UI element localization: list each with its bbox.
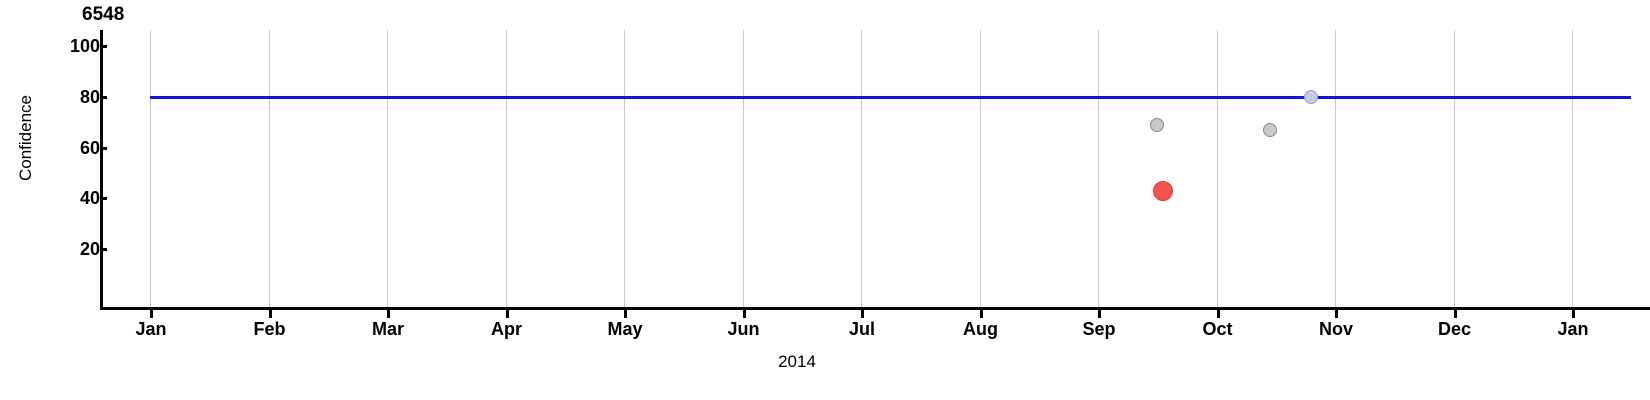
data-point[interactable]: [1262, 122, 1277, 137]
y-axis-line: [100, 30, 103, 310]
gridline: [387, 30, 388, 308]
gridline: [505, 30, 507, 308]
y-tick-mark: [100, 95, 107, 99]
x-tick-mark: [1335, 310, 1338, 318]
chart-title: 6548: [82, 4, 125, 25]
x-tick-label: Dec: [1437, 319, 1472, 339]
data-point[interactable]: [1150, 117, 1165, 132]
x-axis-title: 2014: [0, 352, 1650, 372]
y-tick-mark: [100, 248, 107, 252]
gridline: [150, 30, 151, 308]
x-tick-mark: [1098, 310, 1101, 318]
y-tick-label: 80: [79, 86, 100, 107]
x-tick-label: Jun: [727, 319, 760, 339]
gridline: [1453, 30, 1455, 308]
y-tick-label: 20: [79, 239, 100, 260]
plot-area: [103, 30, 1650, 308]
gridline: [979, 30, 981, 308]
x-axis-title-label: 2014: [778, 352, 816, 371]
x-tick-mark: [624, 310, 627, 318]
x-tick-mark: [979, 310, 983, 318]
x-tick-mark: [268, 310, 272, 318]
x-tick-label: Oct: [1202, 319, 1233, 339]
gridline: [861, 30, 862, 308]
y-tick-label: 60: [79, 137, 100, 158]
x-tick-label: Aug: [963, 319, 998, 339]
x-tick-label: Apr: [491, 319, 522, 339]
x-tick-mark: [861, 310, 864, 318]
x-tick-label: Nov: [1318, 319, 1353, 339]
threshold-line: [150, 95, 1632, 99]
y-tick-label: 100: [69, 36, 100, 56]
gridline: [1216, 30, 1218, 308]
x-tick-mark: [505, 310, 509, 318]
gridline: [1335, 30, 1336, 308]
x-tick-label: Jan: [135, 319, 167, 339]
x-tick-label: May: [607, 319, 643, 339]
x-tick-label: Mar: [371, 319, 404, 339]
x-tick-mark: [387, 310, 390, 318]
x-tick-mark: [150, 310, 153, 318]
x-tick-mark: [742, 310, 746, 318]
x-tick-label: Jan: [1557, 319, 1589, 339]
gridline: [268, 30, 270, 308]
gridline: [742, 30, 744, 308]
x-tick-label: Jul: [848, 319, 875, 339]
x-tick-label: Feb: [253, 319, 286, 339]
gridline: [624, 30, 625, 308]
data-point[interactable]: [1153, 180, 1174, 201]
x-tick-mark: [1572, 310, 1575, 318]
x-axis-line: [100, 307, 1650, 310]
x-tick-mark: [1453, 310, 1457, 318]
y-axis-title: Confidence: [16, 95, 35, 182]
data-point[interactable]: [1304, 89, 1319, 104]
y-tick-mark: [100, 45, 107, 48]
gridline: [1572, 30, 1573, 308]
x-tick-label: Sep: [1082, 319, 1116, 339]
x-tick-mark: [1216, 310, 1220, 318]
y-tick-label: 40: [79, 188, 100, 209]
gridline: [1098, 30, 1099, 308]
y-tick-mark: [100, 197, 107, 201]
y-tick-mark: [100, 146, 107, 150]
